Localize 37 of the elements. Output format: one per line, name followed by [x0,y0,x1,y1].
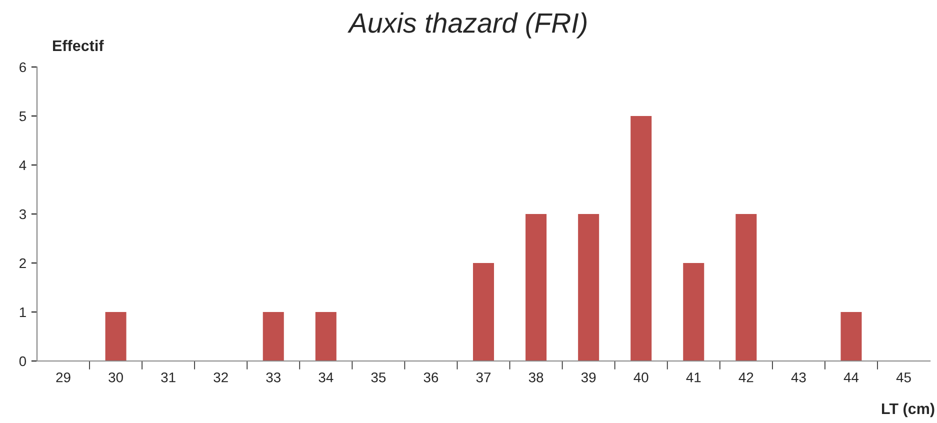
y-tick-label: 2 [20,258,26,268]
x-tick-label: 33 [266,372,280,382]
x-tick-label: 45 [896,372,911,382]
chart-title: Auxis thazard (FRI) [348,12,586,38]
x-tick-label: 32 [214,372,228,382]
y-tick-label: 5 [19,111,26,122]
y-tick-label: 4 [19,160,26,170]
bar [315,312,336,361]
bar [630,116,652,361]
x-tick-label: 44 [844,372,859,382]
x-tick-label: 34 [318,372,334,382]
x-tick-label: 30 [108,372,123,382]
x-tick-label: 36 [424,372,438,382]
x-tick-label: 39 [581,372,596,382]
y-tick-label: 6 [20,62,26,72]
x-tick-label: 42 [738,372,754,382]
x-tick-label: 41 [686,372,701,382]
bar [578,214,600,361]
x-tick-label: 35 [371,372,386,382]
bar [105,312,126,361]
y-tick-label: 1 [20,307,26,318]
x-tick-label: 31 [161,372,176,382]
bar [736,214,757,361]
bar [840,312,862,361]
bar [683,263,704,361]
x-tick-label: 40 [634,372,648,382]
x-tick-label: 29 [56,372,70,382]
x-axis-title: LT (cm) [882,402,934,418]
bar [262,312,284,361]
y-axis-title: Effectif [53,40,104,52]
x-tick-label: 38 [528,372,544,382]
y-tick-label: 0 [19,356,26,366]
x-tick-label: 37 [476,372,491,382]
y-tick-label: 3 [19,209,26,220]
bar [472,263,494,361]
x-tick-label: 43 [791,372,806,382]
bar [526,214,547,361]
